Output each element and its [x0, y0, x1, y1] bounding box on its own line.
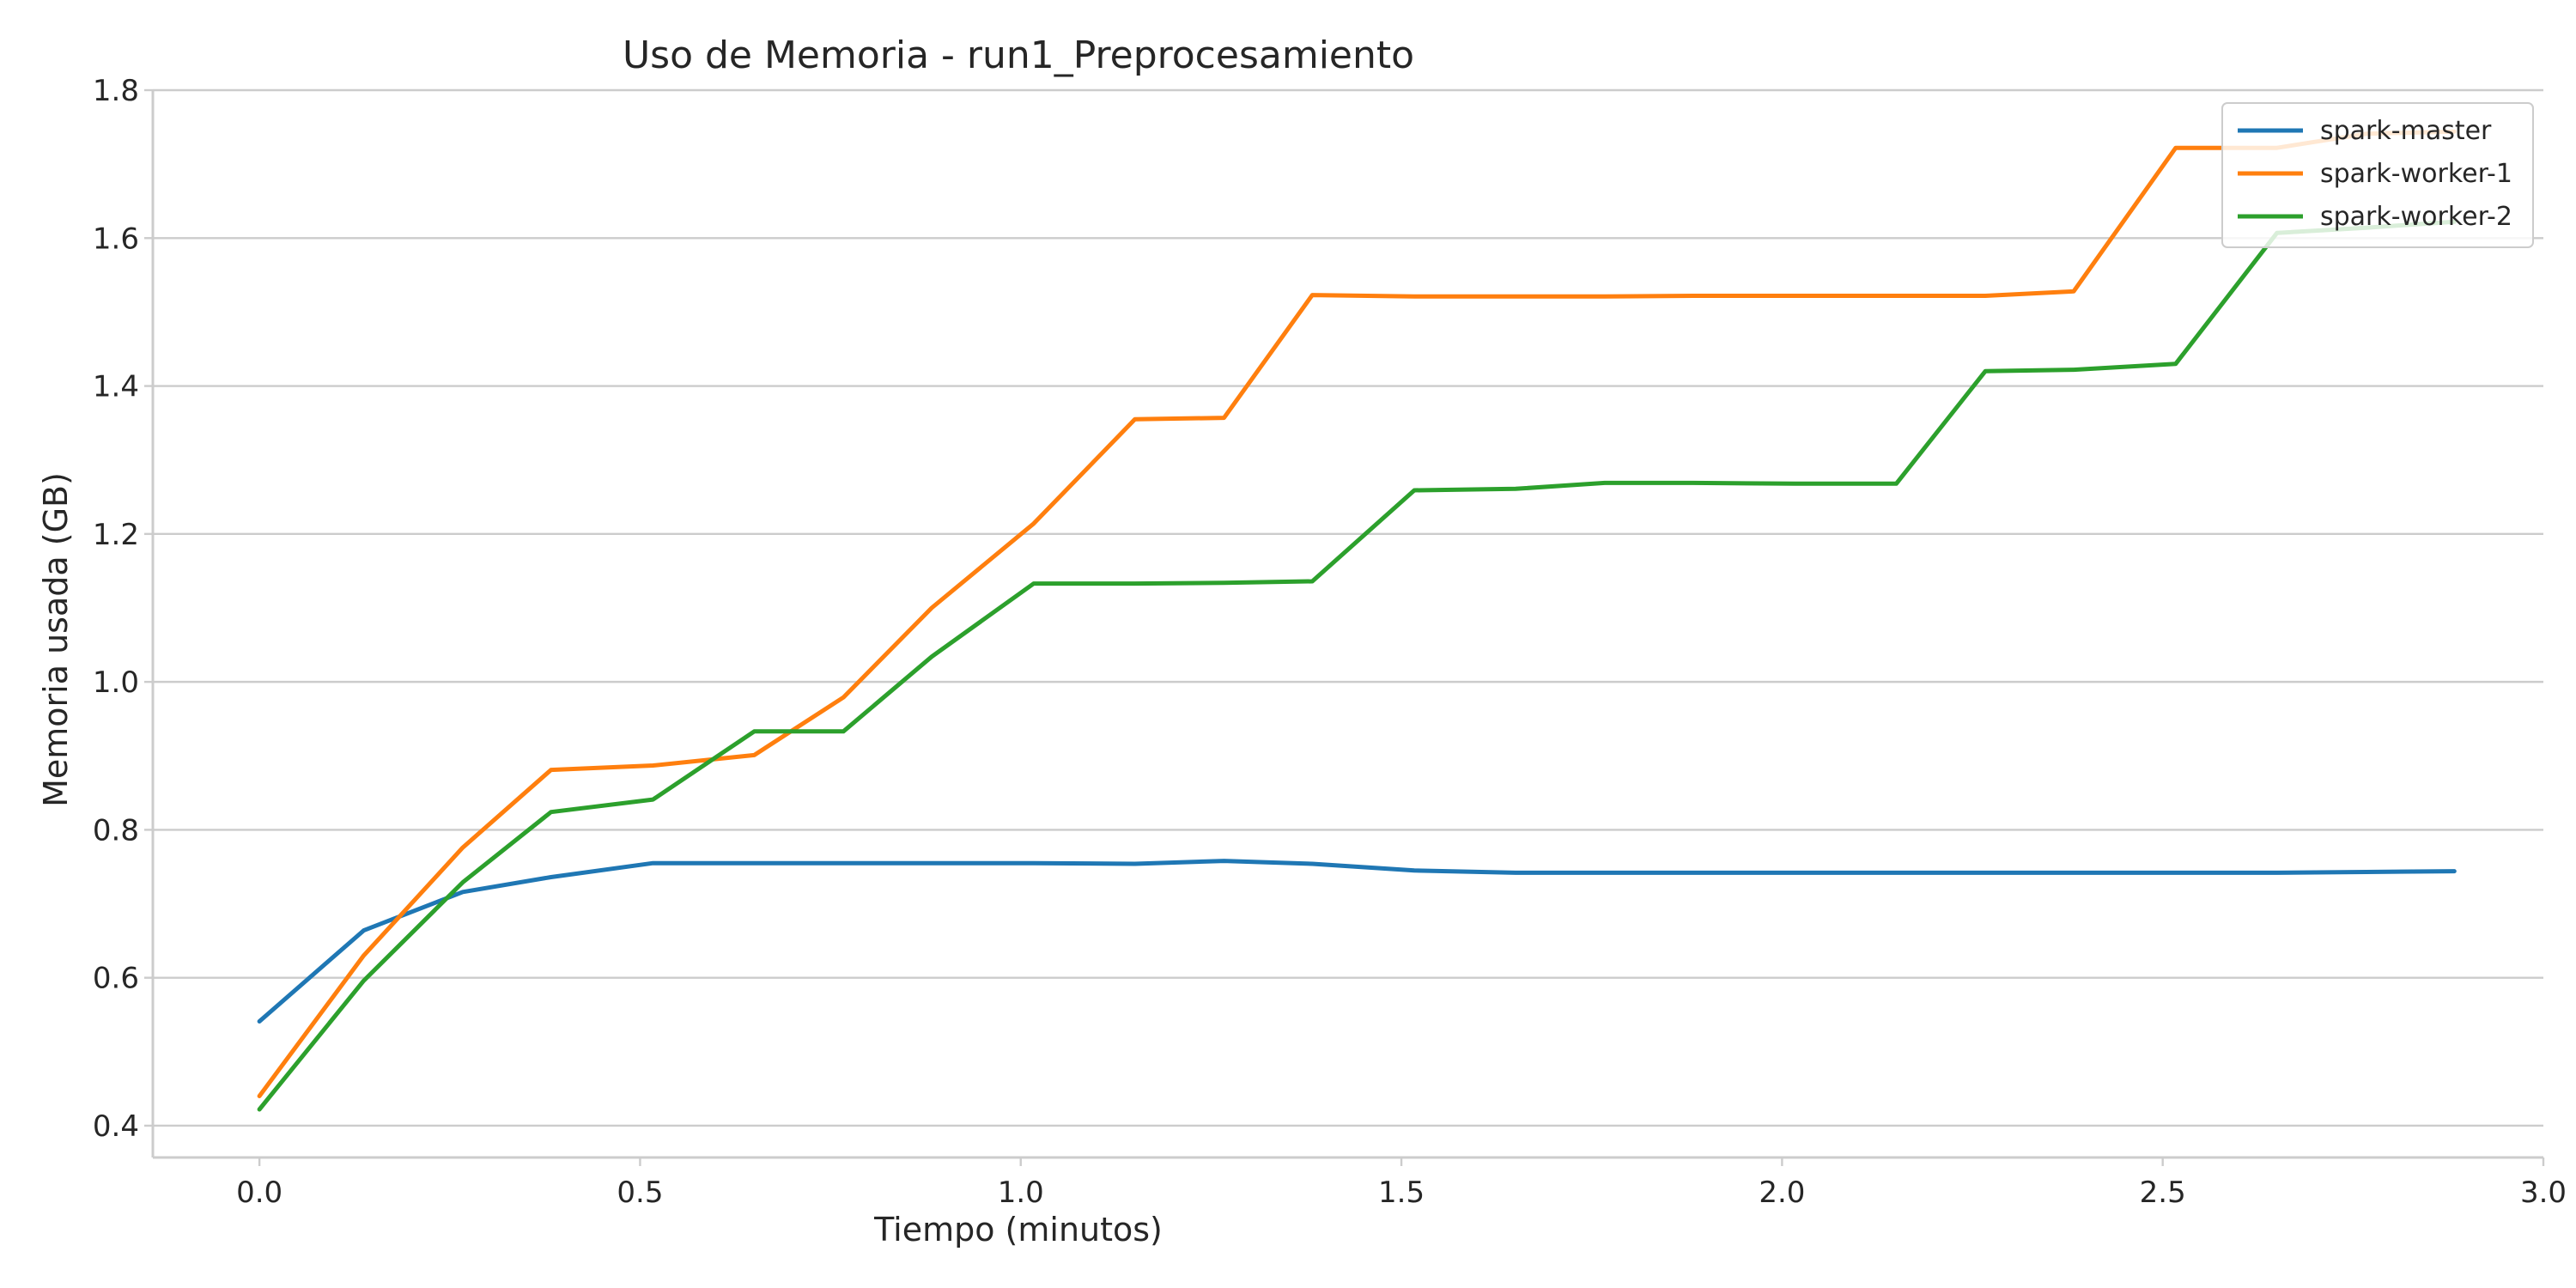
x-tick-label: 3.0 [2520, 1176, 2567, 1210]
x-axis-label: Tiempo (minutos) [873, 1211, 1163, 1249]
x-tick-label: 2.0 [1759, 1176, 1805, 1210]
axes-spines [151, 90, 2543, 1159]
legend-label-spark-worker-1: spark-worker-1 [2320, 159, 2512, 189]
x-tick-label: 2.5 [2140, 1176, 2186, 1210]
y-tick-label: 0.8 [93, 813, 139, 848]
x-tick-label: 0.0 [236, 1176, 283, 1210]
y-tick-label: 1.6 [93, 222, 139, 256]
y-tick-label: 0.4 [93, 1109, 139, 1144]
tick-labels: 0.4 0.6 0.8 1.0 1.2 1.4 1.6 1.8 0.0 0.5 1.0 1.5 2.0 2… [93, 74, 2567, 1210]
y-tick-label: 1.4 [93, 370, 139, 404]
legend-label-spark-master: spark-master [2320, 116, 2492, 146]
y-tick-label: 1.2 [93, 518, 139, 552]
series-line-spark-master [257, 859, 2457, 1024]
legend: spark-master spark-worker-1 spark-worker-2 [2221, 102, 2534, 248]
y-axis-label: Memoria usada (GB) [37, 472, 75, 807]
x-tick-label: 0.5 [617, 1176, 663, 1210]
legend-box [2221, 102, 2534, 248]
series-lines [257, 129, 2457, 1112]
series-line-spark-worker-1 [257, 129, 2457, 1098]
chart-title: Uso de Memoria - run1_Preprocesamiento [623, 33, 1414, 77]
grid-layer [153, 88, 2543, 1127]
legend-label-spark-worker-2: spark-worker-2 [2320, 202, 2512, 232]
y-tick-label: 1.8 [93, 74, 139, 108]
x-tick-label: 1.5 [1378, 1176, 1425, 1210]
y-tick-label: 0.6 [93, 962, 139, 996]
x-tick-label: 1.0 [998, 1176, 1044, 1210]
series-line-spark-worker-2 [257, 219, 2457, 1112]
y-tick-label: 1.0 [93, 665, 139, 700]
